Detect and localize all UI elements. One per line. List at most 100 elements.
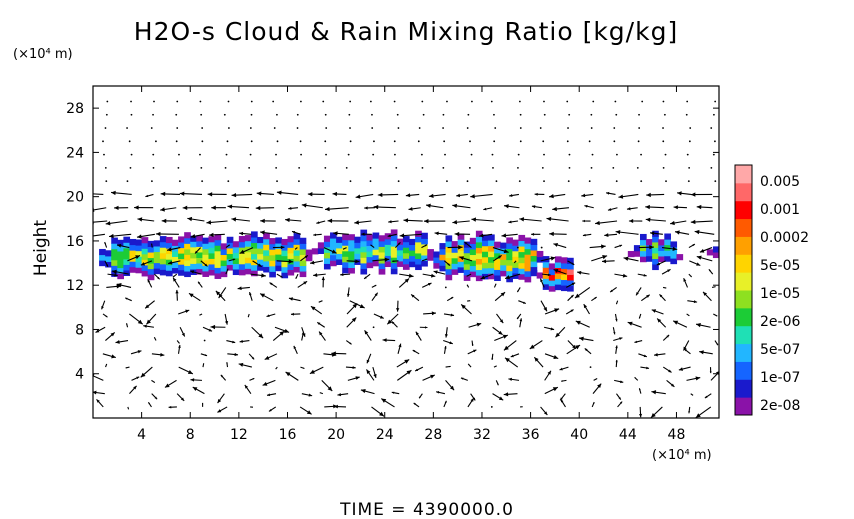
cloud-cell <box>178 258 185 265</box>
wind-vector <box>504 357 519 368</box>
wind-dot <box>590 166 593 169</box>
cloud-cell <box>287 269 295 276</box>
wind-dot <box>418 127 421 129</box>
cloud-cell <box>475 258 483 265</box>
cloud-cell <box>214 267 222 274</box>
cloud-cell <box>427 249 434 256</box>
cloud-cell <box>554 278 562 285</box>
cloud-cell <box>323 252 331 259</box>
wind-vector <box>656 260 666 266</box>
wind-vector <box>239 247 254 255</box>
cloud-cell <box>542 267 550 274</box>
wind-vector <box>467 300 471 302</box>
cloud-cell <box>372 232 380 239</box>
wind-dot <box>299 100 302 103</box>
wind-vector <box>445 365 451 368</box>
wind-vector <box>373 313 384 319</box>
cloud-cell <box>220 248 228 256</box>
cloud-cell <box>202 259 210 266</box>
cloud-cell <box>123 258 131 265</box>
wind-vector <box>518 300 526 305</box>
wind-vector <box>177 344 181 354</box>
wind-vector <box>408 207 421 211</box>
wind-vector <box>143 324 155 328</box>
wind-dot <box>178 153 180 156</box>
wind-vector <box>178 366 194 375</box>
wind-vector <box>334 404 347 409</box>
wind-dot <box>471 100 473 103</box>
cloud-cell <box>488 262 495 269</box>
cloud-cell <box>542 261 550 268</box>
wind-vector <box>321 276 325 288</box>
wind-vector <box>540 406 548 416</box>
wind-dot <box>590 127 593 129</box>
cloud-cell <box>639 233 647 241</box>
cloud-cell <box>421 238 428 245</box>
wind-vector <box>421 244 428 249</box>
wind-vector <box>391 320 398 328</box>
cloud-cell <box>463 274 471 281</box>
wind-vector <box>616 393 622 400</box>
colorbar-label: 1e-05 <box>760 286 800 302</box>
wind-vector <box>428 193 446 199</box>
cloud-cell <box>281 261 289 268</box>
wind-vector <box>443 345 447 354</box>
wind-vector <box>327 218 349 224</box>
cloud-cell <box>251 231 258 238</box>
wind-vector <box>354 220 372 225</box>
cloud-cell <box>518 268 526 275</box>
cloud-cell <box>554 256 562 263</box>
cloud-cell <box>348 239 355 246</box>
wind-dot <box>105 113 108 116</box>
wind-vector <box>493 283 497 288</box>
cloud-cell <box>390 257 398 264</box>
cloud-cell <box>706 249 714 256</box>
cloud-cell <box>560 257 568 264</box>
cloud-cell <box>658 250 665 257</box>
cloud-cell <box>232 252 240 259</box>
cloud-cell <box>396 238 404 245</box>
wind-dot <box>130 113 133 116</box>
wind-vector <box>591 401 595 408</box>
wind-vector <box>202 363 205 368</box>
wind-vector <box>702 291 712 302</box>
wind-vector <box>176 393 185 402</box>
wind-vector <box>452 203 471 209</box>
cloud-cell <box>384 260 392 268</box>
wind-dot <box>442 166 445 169</box>
wind-vector <box>615 345 618 354</box>
wind-vector <box>650 406 663 418</box>
cloud-cell <box>214 250 222 257</box>
cloud-cell <box>512 245 520 252</box>
wind-vector <box>111 190 132 196</box>
wind-vector <box>309 366 324 375</box>
wind-vector <box>93 207 107 213</box>
wind-vector <box>275 366 278 370</box>
cloud-cell <box>542 272 550 279</box>
cloud-cell <box>372 254 380 261</box>
wind-vector <box>534 192 545 196</box>
wind-dot <box>592 100 595 103</box>
wind-vector <box>340 273 351 277</box>
wind-vector <box>552 206 570 212</box>
cloud-cell <box>451 263 459 270</box>
cloud-cell <box>469 271 477 278</box>
cloud-cell <box>172 239 179 246</box>
wind-vector <box>244 384 252 394</box>
x-tick-label: 8 <box>186 427 195 443</box>
wind-vector <box>445 380 455 391</box>
cloud-cell <box>567 263 574 270</box>
wind-dot <box>568 113 571 116</box>
wind-dot <box>689 127 692 129</box>
wind-vector <box>259 293 274 302</box>
cloud-cell <box>378 262 386 270</box>
wind-vector <box>175 289 179 301</box>
wind-dot <box>662 127 664 129</box>
wind-vector <box>318 300 323 303</box>
colorbar-swatch <box>735 165 752 184</box>
wind-dot <box>201 127 204 129</box>
cloud-cell <box>336 253 343 260</box>
wind-vector <box>452 220 470 225</box>
cloud-cell <box>530 244 538 251</box>
wind-vector <box>471 217 494 222</box>
